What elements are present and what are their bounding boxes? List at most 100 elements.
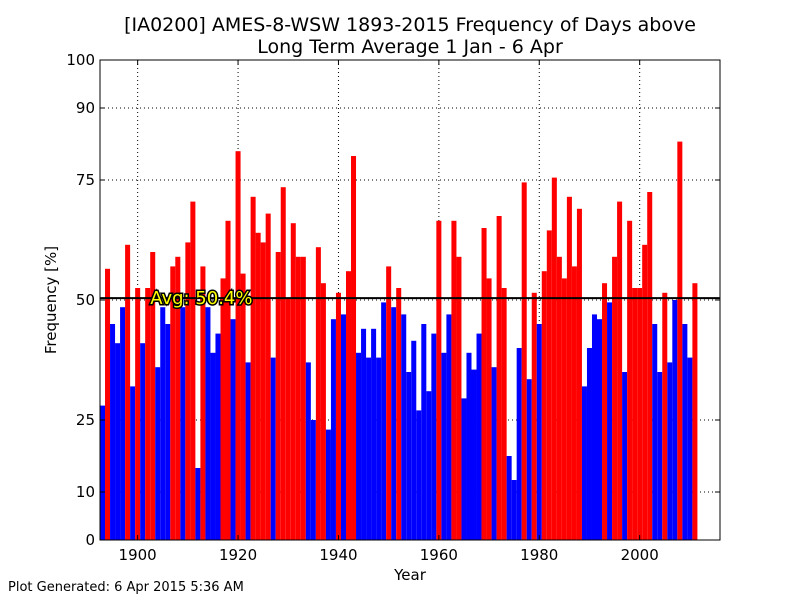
bar-1920 — [235, 151, 241, 540]
bar-1987 — [571, 266, 577, 540]
bar-2008 — [677, 141, 683, 540]
bar-1975 — [511, 480, 517, 540]
bar-1935 — [310, 420, 316, 540]
bar-2000 — [637, 288, 643, 540]
bar-1926 — [265, 213, 271, 540]
bar-1924 — [255, 232, 261, 541]
bar-1938 — [325, 429, 331, 540]
bar-1949 — [381, 302, 387, 540]
bar-1941 — [340, 314, 346, 540]
bar-1953 — [401, 314, 407, 540]
bar-1976 — [516, 348, 522, 540]
bar-1943 — [351, 156, 357, 540]
bar-1957 — [421, 324, 427, 540]
bar-1930 — [285, 297, 291, 540]
bar-1907 — [170, 266, 176, 540]
y-axis-label: Frequency [%] — [42, 246, 60, 354]
bar-1945 — [361, 328, 367, 540]
bar-1895 — [110, 324, 116, 540]
bar-1989 — [581, 386, 587, 540]
bar-1929 — [280, 187, 286, 540]
bar-1932 — [295, 256, 301, 540]
bar-1964 — [456, 256, 462, 540]
bar-1947 — [371, 328, 377, 540]
bar-1946 — [366, 357, 372, 540]
bar-1906 — [165, 324, 171, 540]
bar-1912 — [195, 468, 201, 540]
y-tick-label: 50 — [76, 291, 95, 309]
bar-1944 — [356, 352, 362, 540]
bar-1903 — [150, 252, 156, 540]
bar-1940 — [335, 292, 341, 540]
bar-1902 — [145, 288, 151, 540]
bar-1965 — [461, 398, 467, 540]
bar-1909 — [180, 307, 186, 540]
bar-1925 — [260, 242, 266, 540]
bar-1961 — [441, 352, 447, 540]
bar-1951 — [391, 307, 397, 540]
bar-2007 — [672, 300, 678, 540]
bar-1934 — [305, 362, 311, 540]
bar-1990 — [586, 348, 592, 540]
bars — [100, 141, 698, 541]
bar-1893 — [100, 405, 106, 540]
bar-1942 — [345, 271, 352, 540]
bar-1900 — [135, 288, 141, 540]
y-tick-label: 10 — [76, 483, 95, 501]
bar-1921 — [240, 273, 246, 540]
bar-1922 — [245, 362, 251, 540]
bar-1954 — [406, 372, 412, 540]
bar-1952 — [396, 288, 402, 540]
bar-1904 — [155, 367, 161, 540]
bar-1913 — [200, 266, 206, 540]
bar-1963 — [451, 220, 457, 541]
average-label: Avg: 50.4% — [150, 288, 252, 309]
bar-1923 — [250, 196, 256, 541]
bar-1950 — [386, 266, 392, 540]
bar-1905 — [160, 307, 166, 540]
bar-1910 — [185, 242, 191, 540]
bar-1991 — [591, 314, 598, 540]
y-tick-label: 90 — [76, 99, 95, 117]
bar-1978 — [526, 379, 532, 540]
x-tick-label: 1980 — [520, 546, 558, 564]
bar-1919 — [230, 319, 236, 540]
bar-1928 — [275, 252, 281, 540]
bar-1970 — [486, 278, 492, 540]
bar-1968 — [476, 333, 482, 540]
bar-1937 — [320, 283, 326, 540]
bar-1898 — [125, 244, 131, 541]
bar-2003 — [652, 324, 658, 540]
bar-1997 — [622, 372, 628, 540]
bar-1933 — [300, 256, 306, 540]
bar-1939 — [330, 319, 336, 540]
bar-1908 — [175, 256, 181, 540]
bar-1994 — [607, 302, 613, 540]
bar-1973 — [501, 288, 507, 540]
bar-1911 — [190, 201, 196, 540]
bar-2001 — [642, 244, 648, 541]
bar-1977 — [521, 182, 527, 540]
bar-1967 — [471, 369, 477, 540]
bar-1936 — [315, 247, 321, 540]
y-tick-label: 75 — [76, 171, 95, 189]
y-tick-label: 0 — [85, 531, 95, 549]
bar-1918 — [225, 220, 231, 541]
bar-1955 — [411, 340, 417, 540]
bar-1956 — [416, 410, 422, 540]
bar-1982 — [546, 230, 552, 540]
bar-1998 — [627, 220, 633, 541]
bar-1917 — [220, 278, 226, 540]
bar-1927 — [270, 357, 276, 540]
bar-1897 — [120, 307, 126, 540]
x-tick-label: 1940 — [319, 546, 357, 564]
bar-1996 — [617, 201, 623, 540]
bar-1985 — [561, 278, 567, 540]
bar-2006 — [667, 362, 673, 540]
bar-2009 — [682, 324, 688, 540]
bar-1999 — [632, 288, 638, 540]
bar-2010 — [687, 357, 693, 540]
bar-1894 — [105, 268, 111, 540]
bar-1979 — [531, 292, 537, 540]
bar-1901 — [140, 343, 146, 540]
